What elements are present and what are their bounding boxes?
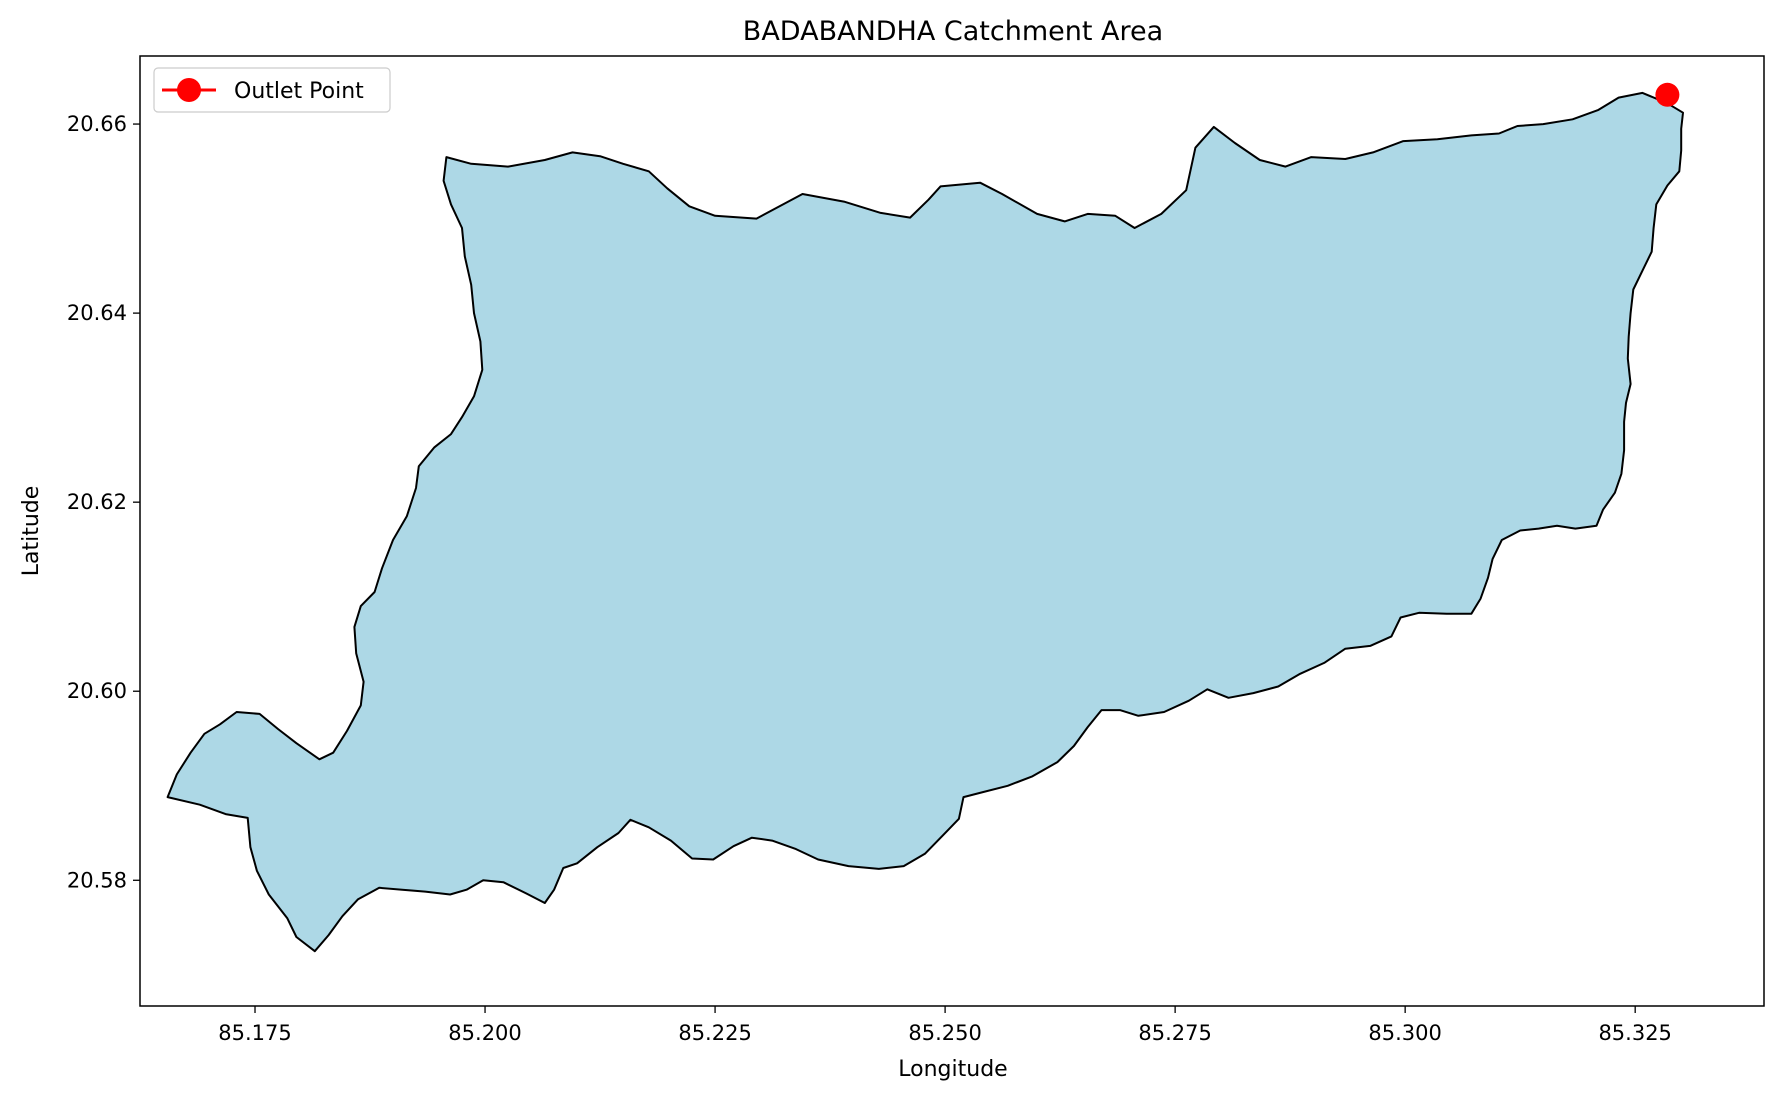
- legend-marker-swatch: [177, 78, 201, 102]
- x-tick-label: 85.300: [1368, 1021, 1441, 1045]
- legend: Outlet Point: [153, 67, 391, 113]
- legend-box: [153, 67, 391, 113]
- chart-title: BADABANDHA Catchment Area: [743, 16, 1163, 47]
- plot-area: [166, 82, 1684, 953]
- y-axis-ticks: 20.58 20.60 20.62 20.64 20.66: [67, 112, 140, 892]
- catchment-polygon: [166, 91, 1684, 953]
- y-tick-label: 20.60: [67, 679, 127, 703]
- y-tick-label: 20.66: [67, 112, 127, 136]
- y-tick-label: 20.64: [67, 301, 127, 325]
- x-tick-label: 85.200: [448, 1021, 521, 1045]
- x-tick-label: 85.250: [908, 1021, 981, 1045]
- outlet-point-marker: [1655, 82, 1680, 107]
- x-tick-label: 85.275: [1138, 1021, 1211, 1045]
- y-axis-label: Latitude: [19, 486, 44, 577]
- x-tick-label: 85.325: [1598, 1021, 1671, 1045]
- x-tick-label: 85.225: [678, 1021, 751, 1045]
- legend-label-outlet: Outlet Point: [234, 79, 364, 104]
- y-tick-label: 20.58: [67, 868, 127, 892]
- x-axis-ticks: 85.175 85.200 85.225 85.250 85.275 85.300 85.3…: [218, 1006, 1672, 1045]
- y-tick-label: 20.62: [67, 490, 127, 514]
- x-axis-label: Longitude: [898, 1057, 1007, 1082]
- axes-frame: [139, 55, 1765, 1007]
- x-tick-label: 85.175: [218, 1021, 291, 1045]
